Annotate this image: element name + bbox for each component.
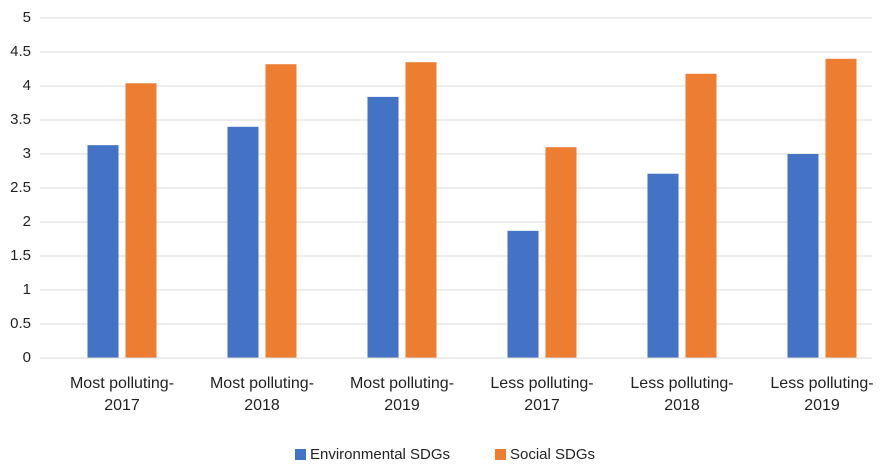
legend-swatch [495, 449, 506, 460]
x-tick-label: Most polluting-2018 [209, 375, 315, 414]
bar [227, 126, 259, 358]
x-tick-label: Less polluting-2018 [630, 375, 734, 414]
y-tick-label: 3.5 [10, 111, 31, 128]
x-tick-label: Most polluting-2017 [69, 375, 175, 414]
bar [367, 96, 399, 358]
bar [507, 230, 539, 358]
bar [125, 83, 157, 358]
y-tick-label: 5 [23, 9, 31, 26]
bar [87, 145, 119, 358]
legend-label: Social SDGs [510, 446, 595, 463]
bar [787, 154, 819, 358]
bar [647, 173, 679, 358]
y-tick-label: 4 [23, 77, 31, 94]
bar [825, 58, 857, 359]
y-tick-label: 1.5 [10, 247, 31, 264]
bar [265, 64, 297, 359]
y-tick-label: 4.5 [10, 43, 31, 60]
y-tick-label: 0.5 [10, 315, 31, 332]
y-tick-label: 2.5 [10, 179, 31, 196]
y-tick-label: 0 [23, 349, 31, 366]
bar [405, 62, 437, 358]
x-tick-label: Less polluting-2019 [770, 375, 874, 414]
bar [545, 147, 577, 358]
y-tick-label: 2 [23, 213, 31, 230]
y-tick-label: 3 [23, 145, 31, 162]
x-tick-label: Less polluting-2017 [490, 375, 594, 414]
legend-label: Environmental SDGs [310, 446, 450, 463]
bar [685, 73, 717, 358]
y-tick-label: 1 [23, 281, 31, 298]
x-tick-label: Most polluting-2019 [349, 375, 455, 414]
legend-swatch [295, 449, 306, 460]
